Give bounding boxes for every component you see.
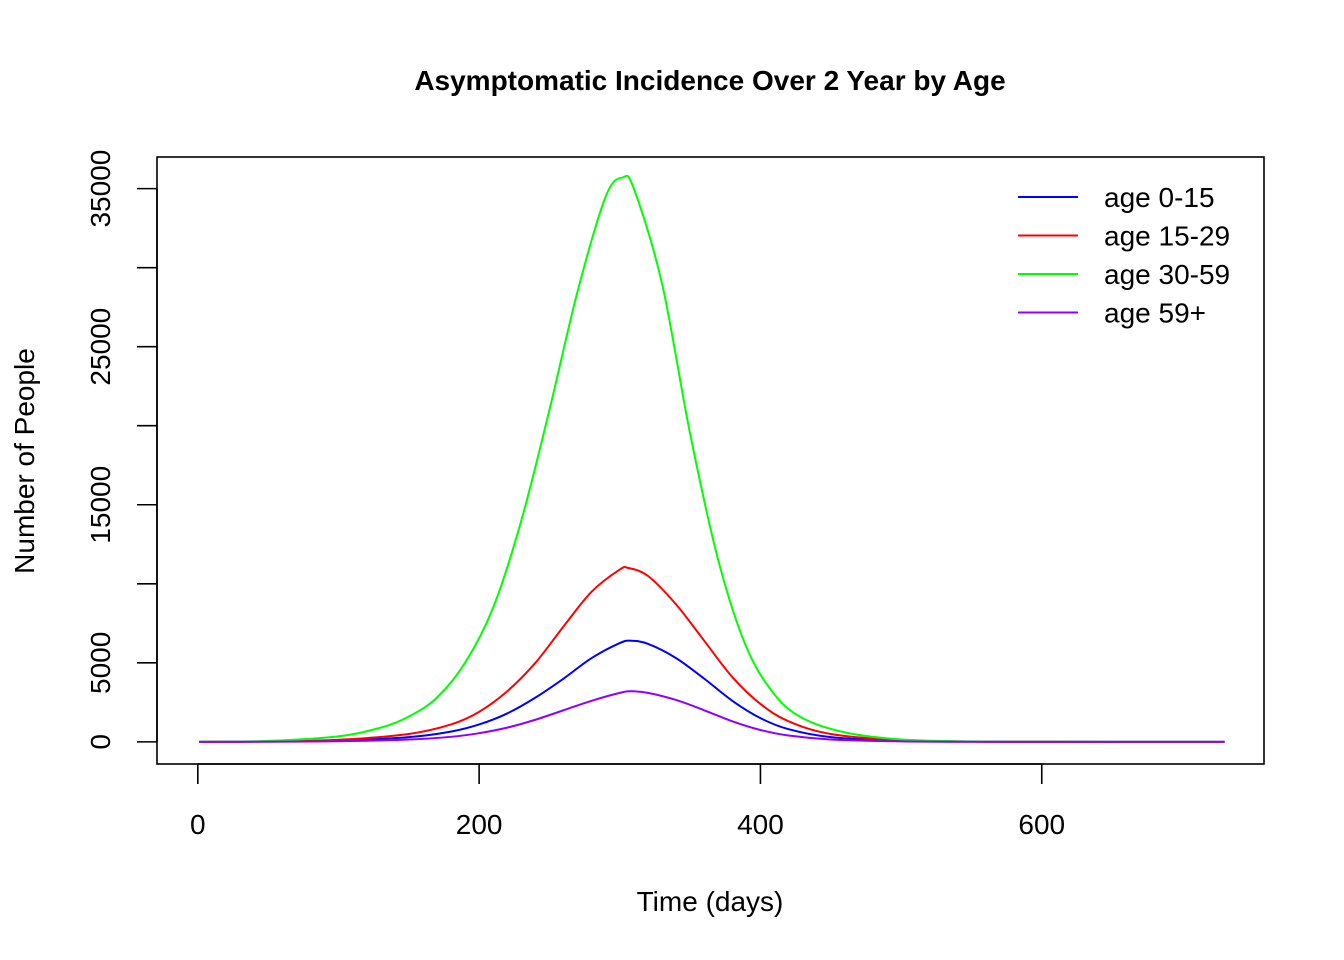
- series-line-age-59: [199, 690, 1225, 743]
- y-tick-label: 25000: [85, 308, 116, 386]
- y-tick-label: 15000: [85, 466, 116, 544]
- legend-label: age 0-15: [1104, 182, 1215, 213]
- y-tick-label: 35000: [85, 150, 116, 228]
- chart-title: Asymptomatic Incidence Over 2 Year by Ag…: [414, 65, 1005, 96]
- x-tick-label: 600: [1018, 809, 1065, 840]
- x-tick-label: 400: [737, 809, 784, 840]
- legend-label: age 30-59: [1104, 259, 1230, 290]
- plot-frame: [156, 156, 1265, 765]
- x-tick-label: 0: [190, 809, 206, 840]
- y-axis-label: Number of People: [9, 348, 40, 574]
- series-line-age-0-15: [199, 639, 1225, 743]
- y-tick-label: 5000: [85, 632, 116, 694]
- y-axis: 0 5000 15000 25000 35000: [85, 150, 158, 750]
- y-tick-label: 0: [85, 734, 116, 750]
- series-layer: [199, 174, 1225, 743]
- series-line-age-15-29: [199, 565, 1225, 743]
- legend: age 0-15 age 15-29 age 30-59 age 59+: [1018, 182, 1230, 329]
- x-axis-label: Time (days): [637, 886, 784, 917]
- x-tick-label: 200: [456, 809, 503, 840]
- legend-label: age 59+: [1104, 298, 1206, 329]
- legend-label: age 15-29: [1104, 221, 1230, 252]
- series-line-age-30-59: [199, 174, 1225, 743]
- x-axis: 0 200 400 600: [190, 763, 1065, 840]
